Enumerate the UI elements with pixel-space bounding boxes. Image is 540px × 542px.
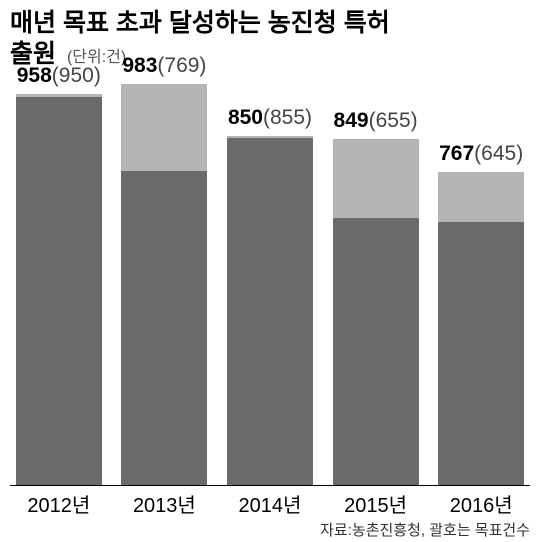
x-tick-label: 2013년 — [116, 489, 214, 518]
bar-value-label: 767(645) — [439, 142, 523, 166]
bar-chart: 958(950)983(769) 850(855) 849(655) 767(645) — [10, 78, 530, 486]
bar-value-label: 849(655) — [334, 109, 418, 133]
bar-lower-segment — [333, 218, 419, 485]
bar-value-label: 958(950) — [17, 64, 101, 88]
bar-upper-segment — [121, 84, 207, 171]
bar-value-label: 850(855) — [228, 106, 312, 130]
source-text: 자료:농촌진흥청, 괄호는 목표건수 — [320, 519, 530, 540]
bar-lower-segment — [16, 97, 102, 485]
x-tick-label: 2016년 — [432, 489, 530, 518]
bar-slot: 849(655) — [327, 78, 425, 485]
x-tick-label: 2012년 — [10, 489, 108, 518]
bar-slot: 983(769) — [116, 78, 214, 485]
bar-upper-segment — [333, 139, 419, 218]
bar-stack — [121, 84, 207, 485]
x-axis: 2012년 2013년2014년 2015년2016년 — [10, 489, 530, 518]
bar-lower-segment — [227, 138, 313, 485]
bar-upper-segment — [438, 172, 524, 222]
bar-stack — [227, 136, 313, 485]
bar-value-label: 983(769) — [122, 54, 206, 78]
bar-slot: 850(855) — [221, 78, 319, 485]
bar-stack — [333, 139, 419, 485]
bar-lower-segment — [121, 171, 207, 485]
bar-stack — [16, 94, 102, 485]
bar-slot: 767(645) — [432, 78, 530, 485]
bar-lower-segment — [438, 222, 524, 485]
x-tick-label: 2015년 — [327, 489, 425, 518]
bar-stack — [438, 172, 524, 485]
x-tick-label: 2014년 — [221, 489, 319, 518]
title-line-1: 매년 목표 초과 달성하는 농진청 특허 — [10, 9, 390, 37]
chart-title: 매년 목표 초과 달성하는 농진청 특허 출원 (단위:건) — [10, 8, 530, 71]
bar-slot: 958(950) — [10, 78, 108, 485]
